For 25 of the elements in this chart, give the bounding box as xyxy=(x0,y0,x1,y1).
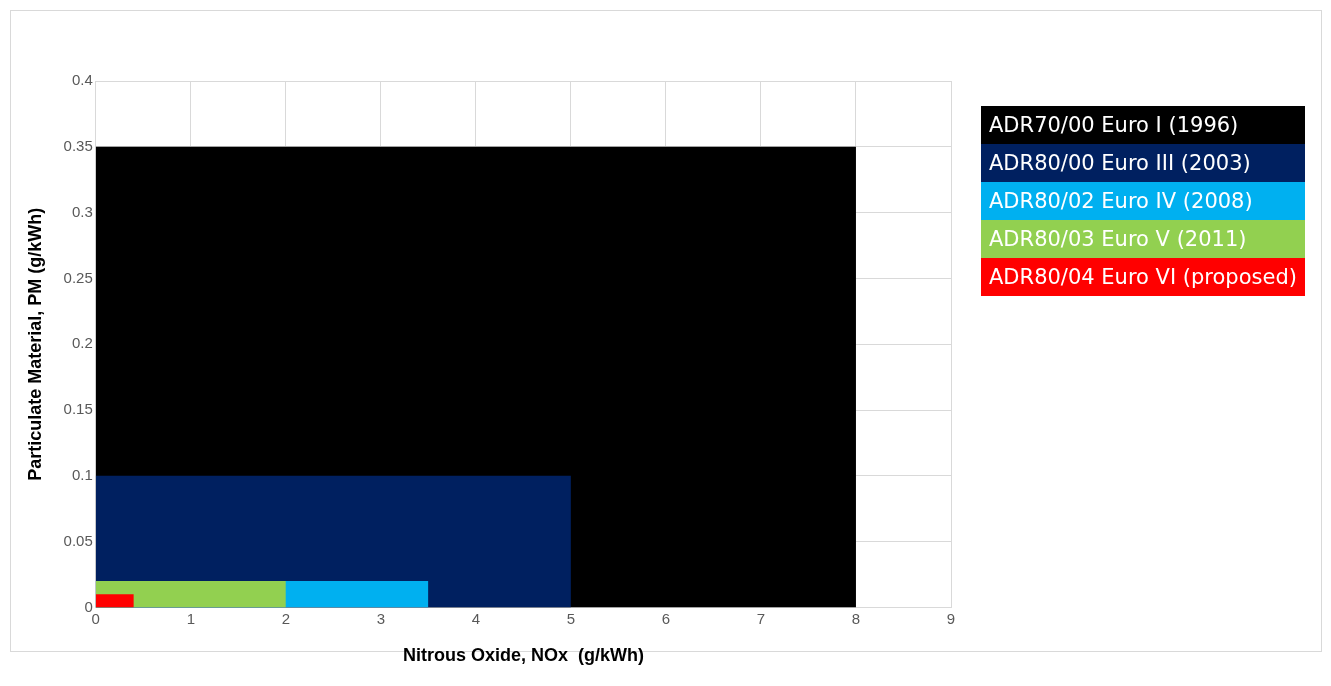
x-tick-label: 7 xyxy=(756,609,766,627)
x-tick-label: 4 xyxy=(471,609,481,627)
x-tick-label: 5 xyxy=(566,609,576,627)
x-tick-label: 9 xyxy=(946,609,956,627)
y-tick-label: 0.4 xyxy=(71,71,93,89)
x-tick-label: 6 xyxy=(661,609,671,627)
x-tick-label: 8 xyxy=(851,609,861,627)
y-tick-label: 0.1 xyxy=(71,465,93,483)
y-tick-label: 0.25 xyxy=(63,268,93,286)
text: ADR80/04 Euro VI (proposed) xyxy=(981,258,1305,296)
y-tick-label: 0.05 xyxy=(63,531,93,549)
x-axis-title: Nitrous Oxide, NOx (g/kWh) xyxy=(402,645,644,666)
y-tick-label: 0.15 xyxy=(63,400,93,418)
y-tick-label: 0 xyxy=(84,597,93,615)
text: ADR80/03 Euro V (2011) xyxy=(981,220,1305,258)
text: ADR80/02 Euro IV (2008) xyxy=(981,182,1305,220)
text: ADR70/00 Euro I (1996) xyxy=(981,106,1305,144)
x-tick-label: 3 xyxy=(376,609,386,627)
y-axis-title: Particulate Material, PM (g/kWh) xyxy=(24,207,45,481)
y-tick-label: 0.35 xyxy=(63,136,93,154)
x-tick-label: 1 xyxy=(186,609,195,627)
text: ADR80/00 Euro III (2003) xyxy=(981,144,1305,182)
x-tick-label: 2 xyxy=(281,609,291,627)
y-tick-label: 0.2 xyxy=(71,334,93,352)
y-tick-label: 0.3 xyxy=(71,202,93,220)
